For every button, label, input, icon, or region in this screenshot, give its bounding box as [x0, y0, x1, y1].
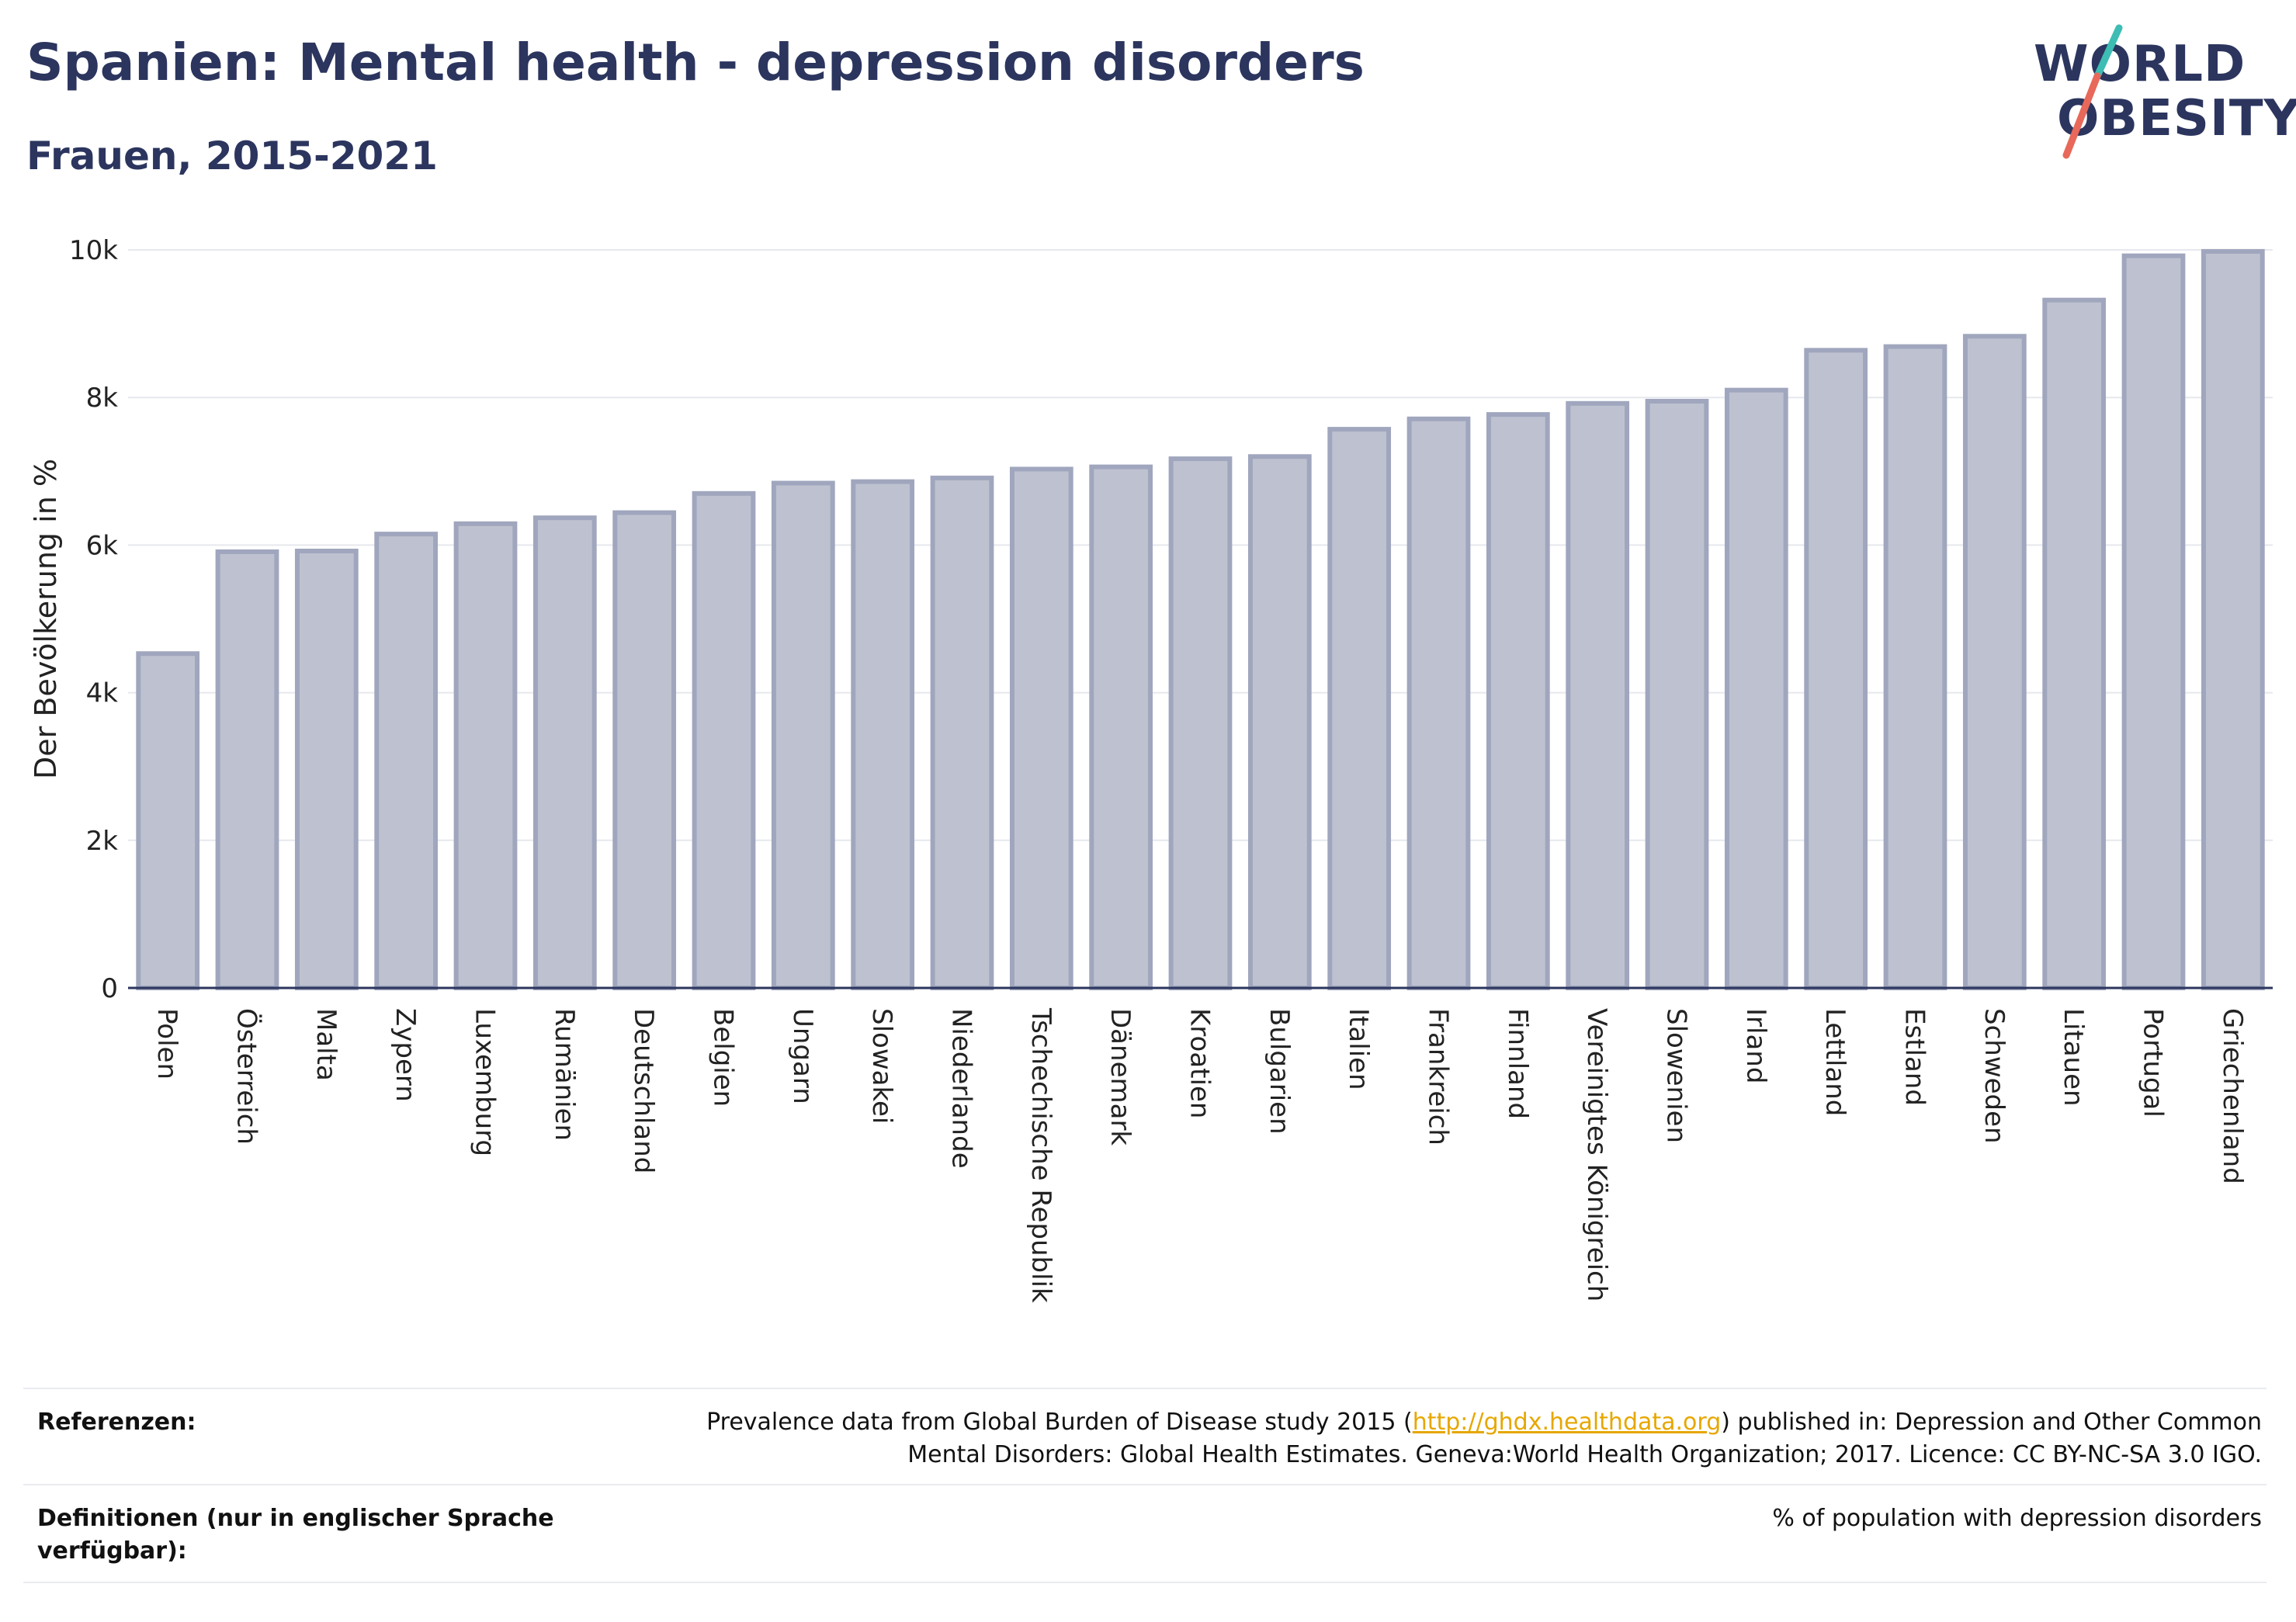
x-tick-label: Luxemburg — [470, 1008, 501, 1156]
bar-rumänien — [532, 515, 597, 990]
y-tick-label: 2k — [86, 826, 119, 857]
x-tick-label: Österreich — [231, 1008, 263, 1145]
x-tick-label: Malta — [310, 1008, 342, 1081]
bar-luxemburg — [453, 521, 518, 991]
x-tick-label: Italien — [1343, 1008, 1374, 1090]
footer-divider-top — [23, 1388, 2267, 1389]
bar-litauen — [2042, 297, 2107, 990]
x-tick-label: Bulgarien — [1264, 1008, 1295, 1135]
bar-kroatien — [1168, 456, 1233, 990]
y-axis-ticks: 0 2k 4k 6k 8k 10k — [69, 235, 118, 1004]
x-tick-label: Tschechische Republik — [1025, 1007, 1056, 1303]
x-tick-label: Griechenland — [2217, 1008, 2248, 1184]
logo-line-1: WORLD — [2034, 36, 2246, 93]
x-tick-label: Litauen — [2058, 1008, 2089, 1107]
world-obesity-logo: WORLD OBESITY — [2026, 22, 2296, 169]
references-link[interactable]: http://ghdx.healthdata.org — [1412, 1409, 1722, 1436]
x-tick-label: Slowenien — [1661, 1008, 1692, 1143]
bar-slowenien — [1645, 398, 1709, 990]
footer-divider-middle — [23, 1484, 2267, 1485]
x-tick-label: Niederlande — [946, 1008, 977, 1169]
bar-estland — [1883, 344, 1947, 990]
x-tick-label: Dänemark — [1105, 1008, 1136, 1145]
bar-schweden — [1962, 334, 2027, 990]
references-text-before: Prevalence data from Global Burden of Di… — [706, 1409, 1413, 1436]
bar-österreich — [215, 549, 279, 991]
bar-zypern — [374, 532, 439, 990]
references-text: Prevalence data from Global Burden of Di… — [632, 1406, 2262, 1471]
x-axis-labels: Polen Österreich Malta Zypern Luxemburg Rumän… — [151, 1007, 2248, 1303]
bar-irland — [1724, 387, 1788, 990]
x-tick-label: Belgien — [708, 1008, 739, 1107]
bar-chart: 0 2k 4k 6k 8k 10k Polen Österreich Malta Zypern L… — [29, 235, 2273, 1303]
bar-deutschland — [612, 510, 677, 990]
x-tick-label: Estland — [1899, 1008, 1930, 1106]
definitions-label: Definitionen (nur in englischer Sprache … — [37, 1505, 554, 1565]
x-tick-label: Deutschland — [628, 1008, 659, 1173]
bar-finnland — [1486, 412, 1550, 990]
x-tick-label: Irland — [1740, 1008, 1771, 1083]
logo-line-2: OBESITY — [2057, 90, 2296, 147]
x-tick-label: Ungarn — [787, 1008, 818, 1104]
x-tick-label: Vereinigtes Königreich — [1581, 1008, 1612, 1301]
x-tick-label: Finnland — [1502, 1008, 1533, 1119]
bar-portugal — [2121, 253, 2186, 991]
x-tick-label: Rumänien — [549, 1008, 580, 1141]
x-tick-label: Polen — [151, 1008, 182, 1080]
y-tick-label: 8k — [86, 383, 119, 414]
bar-ungarn — [771, 480, 835, 990]
x-tick-label: Slowakei — [866, 1008, 897, 1124]
bar-vereinigtes-königreich — [1566, 400, 1630, 991]
chart-title: Spanien: Mental health - depression diso… — [26, 33, 1365, 92]
y-tick-label: 6k — [86, 530, 119, 561]
bar-polen — [136, 651, 200, 991]
bar-belgien — [692, 490, 756, 990]
bar-malta — [294, 549, 359, 990]
x-tick-label: Portugal — [2138, 1008, 2169, 1118]
x-tick-label: Kroatien — [1184, 1008, 1216, 1118]
x-tick-label: Zypern — [390, 1008, 421, 1102]
x-tick-label: Lettland — [1819, 1008, 1850, 1116]
y-tick-label: 0 — [101, 973, 118, 1004]
references-text-after: ) published in: Depression and Other Com… — [907, 1409, 2262, 1468]
bar-frankreich — [1406, 416, 1471, 990]
bar-dänemark — [1089, 464, 1153, 990]
bar-lettland — [1804, 348, 1868, 990]
chart-subtitle: Frauen, 2015-2021 — [26, 133, 438, 178]
footer-divider-bottom — [23, 1582, 2267, 1583]
bar-bulgarien — [1247, 454, 1312, 990]
bar-italien — [1327, 427, 1392, 990]
y-axis-title: Der Bevölkerung in % — [29, 459, 63, 779]
y-tick-label: 10k — [69, 235, 118, 266]
x-tick-label: Schweden — [1979, 1008, 2010, 1144]
bars — [136, 248, 2265, 991]
bar-tschechische-republik — [1009, 466, 1073, 990]
logo-slash-icon — [2062, 24, 2123, 159]
bar-griechenland — [2201, 248, 2265, 991]
definitions-text: % of population with depression disorder… — [1772, 1505, 2262, 1532]
y-tick-label: 4k — [86, 678, 119, 709]
bar-slowakei — [851, 479, 915, 990]
bar-niederlande — [930, 475, 994, 990]
references-label: Referenzen: — [37, 1409, 196, 1436]
x-tick-label: Frankreich — [1423, 1008, 1454, 1145]
